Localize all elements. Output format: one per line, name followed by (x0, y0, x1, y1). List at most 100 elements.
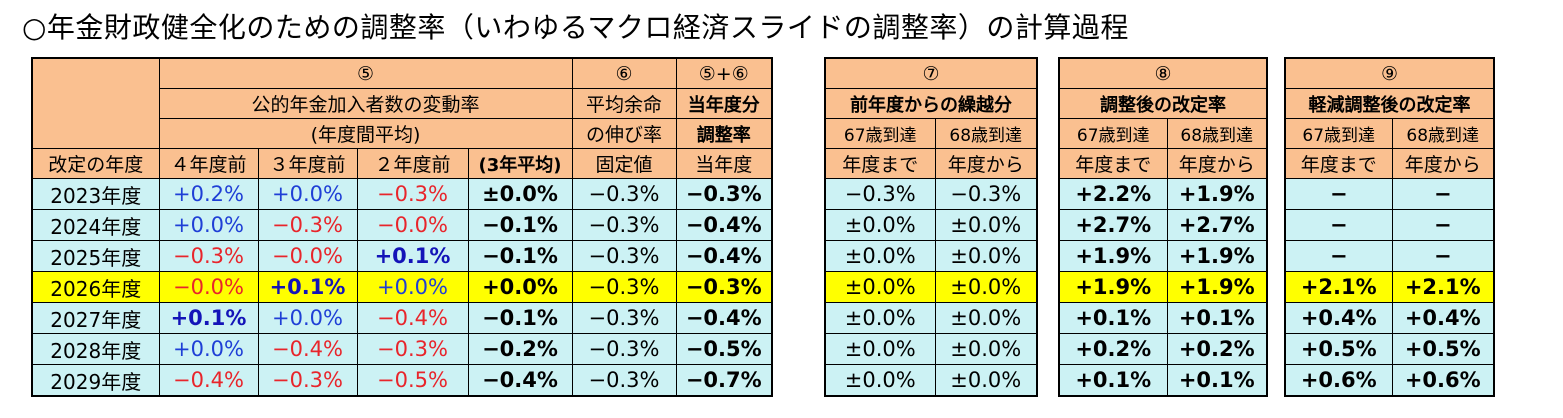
c8-label: 調整後の改定率 (1058, 88, 1268, 119)
c9-sub-67-bottom: 年度まで (1284, 148, 1393, 179)
table-row: +2.1% +2.1% (1284, 271, 1495, 303)
table-row: ±0.0% ±0.0% (824, 302, 1038, 334)
table-row: − − (1284, 240, 1495, 272)
member-change-y2-cell: −0.0% (356, 209, 469, 241)
c8-sub-67-top: 67歳到達 (1058, 118, 1168, 149)
year-cell: 2026年度 (31, 271, 160, 303)
table-row: 2027年度 +0.1% +0.0% −0.4% −0.1% −0.3% −0.4% (31, 302, 773, 334)
table-row: +0.2% +0.2% (1058, 333, 1268, 365)
member-change-y4-cell: −0.0% (158, 271, 259, 303)
mitigated-revision-67-cell: +0.6% (1284, 364, 1393, 397)
c8-sub-68-top: 68歳到達 (1166, 118, 1268, 149)
life-expectancy-cell: −0.3% (571, 271, 677, 303)
member-change-y2-cell: −0.4% (356, 302, 469, 334)
adjusted-revision-68-cell: +1.9% (1166, 271, 1268, 303)
member-change-y3-cell: +0.1% (257, 271, 358, 303)
c8-sub-67-bottom: 年度まで (1058, 148, 1168, 179)
c6-number: ⑥ (571, 57, 677, 89)
member-change-y2-cell: +0.0% (356, 271, 469, 303)
table-row: ±0.0% ±0.0% (824, 333, 1038, 365)
adjusted-revision-67-cell: +1.9% (1058, 271, 1168, 303)
year-header-blank (31, 57, 160, 149)
c56-label-line1: 当年度分 (675, 88, 773, 119)
member-change-y3-cell: −0.0% (257, 240, 358, 272)
table-row: − − (1284, 178, 1495, 210)
c7-sub-68-top: 68歳到達 (934, 118, 1038, 149)
c5-sub-2years: ２年度前 (356, 148, 469, 179)
c7-number: ⑦ (824, 57, 1038, 89)
adjusted-revision-table: ⑧ 調整後の改定率 67歳到達 68歳到達 年度まで 年度から +2.2% +1.… (1058, 57, 1268, 397)
c56-label-line2: 調整率 (675, 118, 773, 149)
mitigated-revision-table: ⑨ 軽減調整後の改定率 67歳到達 68歳到達 年度まで 年度から − − − − − −… (1284, 57, 1495, 397)
c7-sub-68-bottom: 年度から (934, 148, 1038, 179)
mitigated-revision-67-cell: − (1284, 209, 1393, 241)
page-title: ○年金財政健全化のための調整率（いわゆるマクロ経済スライドの調整率）の計算過程 (22, 11, 1129, 44)
current-adjustment-cell: −0.4% (675, 209, 773, 241)
table-row: 2024年度 +0.0% −0.3% −0.0% −0.1% −0.3% −0.4% (31, 209, 773, 241)
mitigated-revision-67-cell: +0.4% (1284, 302, 1393, 334)
member-change-y3-cell: −0.3% (257, 209, 358, 241)
c7-sub-67-top: 67歳到達 (824, 118, 936, 149)
table-row: +0.4% +0.4% (1284, 302, 1495, 334)
life-expectancy-cell: −0.3% (571, 364, 677, 397)
carryover-67-cell: ±0.0% (824, 240, 936, 272)
three-year-average-cell: −0.4% (467, 364, 573, 397)
c5-sub-4years: ４年度前 (158, 148, 259, 179)
table-row: −0.3% −0.3% (824, 178, 1038, 210)
mitigated-revision-68-cell: − (1391, 178, 1495, 210)
member-change-y4-cell: +0.0% (158, 333, 259, 365)
c9-number: ⑨ (1284, 57, 1495, 89)
carryover-67-cell: ±0.0% (824, 333, 936, 365)
member-change-y4-cell: −0.4% (158, 364, 259, 397)
table-row: ±0.0% ±0.0% (824, 271, 1038, 303)
member-change-y3-cell: +0.0% (257, 178, 358, 210)
adjusted-revision-67-cell: +0.1% (1058, 364, 1168, 397)
table-row: ±0.0% ±0.0% (824, 240, 1038, 272)
carryover-68-cell: ±0.0% (934, 209, 1038, 241)
mitigated-revision-68-cell: +0.4% (1391, 302, 1495, 334)
life-expectancy-cell: −0.3% (571, 333, 677, 365)
c5-sub-3years: ３年度前 (257, 148, 358, 179)
c6-label-line2: の伸び率 (571, 118, 677, 149)
adjusted-revision-68-cell: +0.1% (1166, 302, 1268, 334)
c7-sub-67-bottom: 年度まで (824, 148, 936, 179)
carryover-68-cell: −0.3% (934, 178, 1038, 210)
life-expectancy-cell: −0.3% (571, 240, 677, 272)
adjusted-revision-67-cell: +0.1% (1058, 302, 1168, 334)
c6-sub-fixed: 固定値 (571, 148, 677, 179)
year-cell: 2025年度 (31, 240, 160, 272)
adjusted-revision-67-cell: +2.7% (1058, 209, 1168, 241)
carryover-table: ⑦ 前年度からの繰越分 67歳到達 68歳到達 年度まで 年度から −0.3% −… (824, 57, 1038, 397)
mitigated-revision-68-cell: − (1391, 209, 1495, 241)
table-row: +0.1% +0.1% (1058, 364, 1268, 397)
carryover-67-cell: ±0.0% (824, 271, 936, 303)
table-row: +2.7% +2.7% (1058, 209, 1268, 241)
table-row: 2028年度 +0.0% −0.4% −0.3% −0.2% −0.3% −0.5% (31, 333, 773, 365)
three-year-average-cell: −0.1% (467, 209, 573, 241)
c5-label: 公的年金加入者数の変動率 (158, 88, 573, 119)
three-year-average-cell: −0.2% (467, 333, 573, 365)
life-expectancy-cell: −0.3% (571, 302, 677, 334)
life-expectancy-cell: −0.3% (571, 178, 677, 210)
c5-number: ⑤ (158, 57, 573, 89)
member-change-y2-cell: −0.5% (356, 364, 469, 397)
member-change-y2-cell: −0.3% (356, 178, 469, 210)
member-change-y4-cell: +0.0% (158, 209, 259, 241)
table-row: 2025年度 −0.3% −0.0% +0.1% −0.1% −0.3% −0.4% (31, 240, 773, 272)
carryover-68-cell: ±0.0% (934, 364, 1038, 397)
c8-sub-68-bottom: 年度から (1166, 148, 1268, 179)
year-cell: 2028年度 (31, 333, 160, 365)
adjustment-rate-main-table: ⑤ ⑥ ⑤+⑥ 公的年金加入者数の変動率 平均余命 当年度分 (年度間平均) の… (31, 57, 773, 397)
adjusted-revision-67-cell: +0.2% (1058, 333, 1168, 365)
carryover-67-cell: −0.3% (824, 178, 936, 210)
c5-label-sub: (年度間平均) (158, 118, 573, 149)
adjusted-revision-68-cell: +1.9% (1166, 178, 1268, 210)
carryover-68-cell: ±0.0% (934, 302, 1038, 334)
adjusted-revision-68-cell: +0.1% (1166, 364, 1268, 397)
mitigated-revision-67-cell: − (1284, 178, 1393, 210)
adjusted-revision-68-cell: +0.2% (1166, 333, 1268, 365)
table-row: 2026年度 −0.0% +0.1% +0.0% +0.0% −0.3% −0.3% (31, 271, 773, 303)
year-cell: 2027年度 (31, 302, 160, 334)
mitigated-revision-68-cell: +0.5% (1391, 333, 1495, 365)
table-row: +2.2% +1.9% (1058, 178, 1268, 210)
